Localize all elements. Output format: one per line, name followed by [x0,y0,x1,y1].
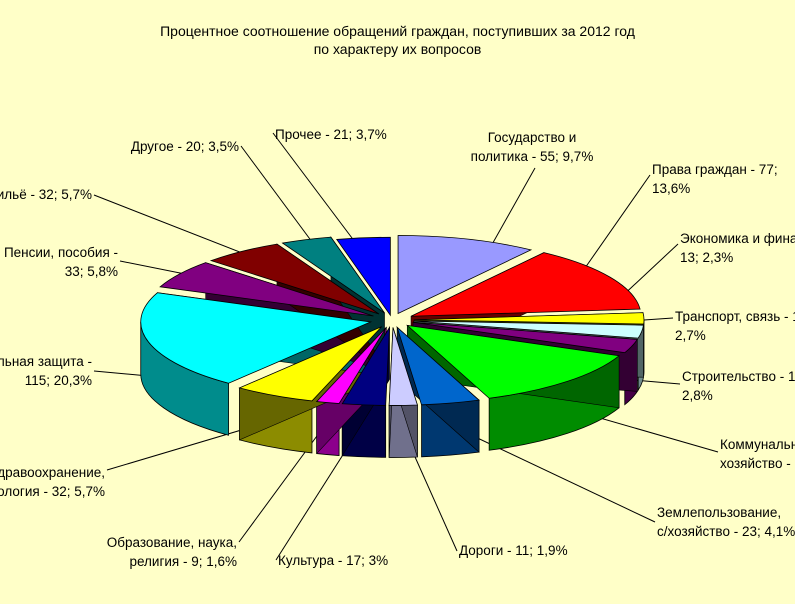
slice-label-dorogi: Дороги - 11; 1,9% [459,541,568,560]
slice-label-line: Социальная защита - [0,354,92,369]
slice-sotszashchita [140,292,373,384]
slice-label-line: хозяйство - 72; 12,7% [720,456,795,471]
slice-prochee [336,236,391,317]
slice-label-line: Экономика и финансы - [680,231,795,246]
slice-label-ekonomika: Экономика и финансы - 13; 2,3% [680,229,795,267]
slice-label-line: 115; 20,3% [24,373,92,388]
slice-label-line: Здравоохранение, [0,465,105,480]
chart-title-line-2: по характеру их вопросов [313,41,482,57]
slice-label-pensii: Пенсии, пособия - 33; 5,8% [4,243,118,281]
slice-label-obrazovanie: Образование, наука, религия - 9; 1,6% [107,533,237,571]
slice-label-zhilye: Жильё - 32; 5,7% [0,185,92,204]
slice-label-zemlepolz: Землепользование, с/хозяйство - 23; 4,1% [657,503,795,541]
slice-label-line: Дороги - 11; 1,9% [459,543,568,558]
slice-obrazovanie [315,326,387,404]
slice-label-sotszashchita: Социальная защита - 115; 20,3% [0,352,92,390]
slice-label-line: Землепользование, [657,505,782,520]
slice-label-line: Пенсии, пособия - [3,245,118,260]
leader-line-prochee [272,132,356,243]
slice-label-line: Транспорт, связь - 15; [675,309,795,324]
slice-ekonomika [413,312,645,325]
slice-label-transport: Транспорт, связь - 15; 2,7% [675,307,795,345]
slice-label-line: политика - 55; 9,7% [470,149,594,164]
slice-label-line: 13; 2,3% [680,250,734,265]
slice-label-line: Другое - 20; 3,5% [130,139,239,154]
slice-label-line: Культура - 17; 3% [278,553,389,568]
leader-line-drugoe [240,145,319,251]
slice-label-prochee: Прочее - 21; 3,7% [275,125,387,144]
slice-kultura [341,325,391,406]
slice-label-line: 33; 5,8% [64,264,118,279]
leader-line-zhilye [93,194,256,259]
slice-prava [410,252,641,317]
slice-label-line: 2,8% [682,388,713,403]
slice-label-line: Образование, наука, [106,535,237,550]
slice-zemlepolz [396,325,480,406]
slice-label-zdravoohr: Здравоохранение, экология - 32; 5,7% [0,463,105,501]
leader-line-gosudarstvo [489,167,536,249]
slice-dorogi [388,327,418,406]
slice-transport [413,320,644,339]
slice-zhilye [209,243,380,315]
slice-label-line: 2,7% [675,328,706,343]
slice-label-line: Строительство - 16; [682,369,795,384]
slice-label-line: Жильё - 32; 5,7% [0,187,92,202]
slice-pensii [159,262,374,317]
slice-label-kultura: Культура - 17; 3% [278,551,388,570]
slice-kommunalnoe [406,324,621,399]
slice-label-line: Прочее - 21; 3,7% [275,127,387,142]
slice-label-stroitelstvo: Строительство - 16; 2,8% [682,367,795,405]
pie-top-faces [140,235,645,406]
slice-label-line: религия - 9; 1,6% [129,554,237,569]
chart-title-line-1: Процентное соотношение обращений граждан… [160,23,635,39]
slice-label-drugoe: Другое - 20; 3,5% [131,137,239,156]
slice-label-line: с/хозяйство - 23; 4,1% [657,524,795,539]
leader-line-prava [584,174,651,269]
slice-label-line: экология - 32; 5,7% [0,484,105,499]
slice-label-gosudarstvo: Государство и политика - 55; 9,7% [422,128,642,166]
slice-label-line: Государство и [487,130,577,145]
slice-label-kommunalnoe: Коммунальное хозяйство - 72; 12,7% [720,435,795,473]
slice-gosudarstvo [397,235,533,315]
leader-line-zemlepolz [449,424,656,523]
slice-label-line: Права граждан - 77; [652,162,778,177]
slice-label-line: 13,6% [652,181,691,196]
slice-label-prava: Права граждан - 77; 13,6% [652,160,778,198]
slice-label-line: Коммунальное [720,437,795,452]
slice-stroitelstvo [412,321,639,354]
slice-zdravoohr [238,326,382,402]
slice-drugoe [281,236,385,314]
